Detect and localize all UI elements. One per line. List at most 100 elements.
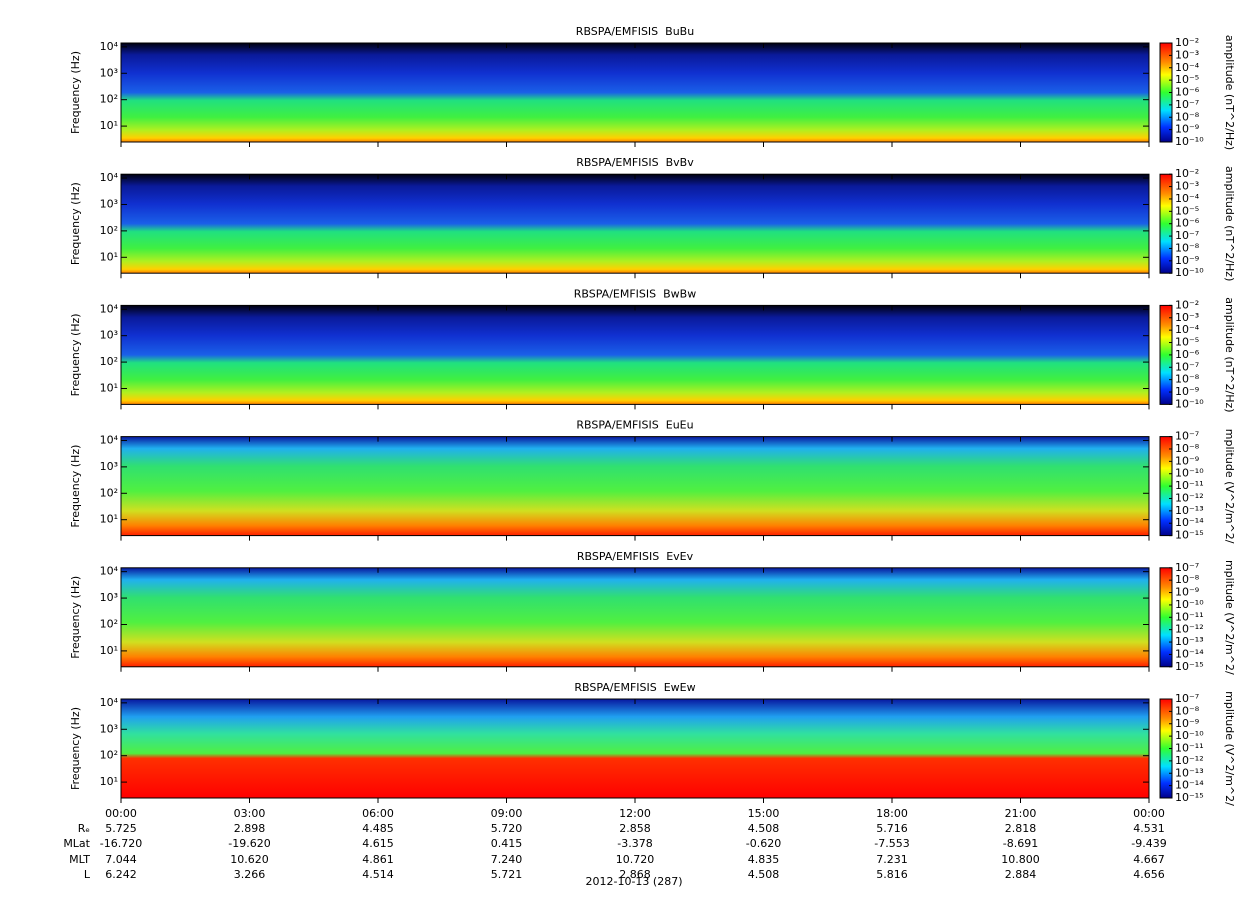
y-tick-label: 10³ (100, 66, 118, 79)
colorbar-tick-label: 10⁻⁶ (1175, 348, 1200, 361)
y-tick-label: 10⁴ (100, 565, 119, 578)
colorbar-tick-label: 10⁻¹² (1175, 491, 1204, 504)
ephemeris-value: 0.415 (491, 837, 523, 850)
colorbar-tick-label: 10⁻¹⁰ (1175, 729, 1204, 742)
y-tick-label: 10¹ (100, 775, 118, 788)
ephemeris-label: MLat (63, 837, 90, 850)
y-tick-label: 10⁴ (100, 171, 119, 184)
ephemeris-value: 5.816 (876, 868, 908, 881)
x-tick-label: 18:00 (876, 807, 908, 820)
panel-title: RBSPA/EMFISIS BvBv (576, 156, 694, 169)
y-tick-label: 10² (100, 355, 118, 368)
ephemeris-value: -0.620 (746, 837, 781, 850)
ephemeris-value: 4.835 (748, 853, 780, 866)
ephemeris-value: 4.485 (362, 822, 394, 835)
ephemeris-value: -8.691 (1003, 837, 1038, 850)
y-axis-label: Frequency (Hz) (69, 182, 82, 265)
colorbar-tick-label: 10⁻⁸ (1175, 373, 1200, 386)
panel-title: RBSPA/EMFISIS EwEw (574, 681, 695, 694)
ephemeris-value: 5.720 (491, 822, 523, 835)
y-tick-label: 10³ (100, 197, 118, 210)
y-tick-label: 10⁴ (100, 40, 119, 53)
colorbar-tick-label: 10⁻² (1175, 167, 1199, 180)
ephemeris-value: 7.240 (491, 853, 523, 866)
colorbar-tick-label: 10⁻³ (1175, 48, 1199, 61)
y-tick-label: 10¹ (100, 381, 118, 394)
colorbar-tick-label: 10⁻⁵ (1175, 204, 1199, 217)
colorbar-tick-label: 10⁻⁶ (1175, 86, 1200, 99)
colorbar-label: amplitude (nT^2/Hz) (1223, 35, 1236, 150)
colorbar-tick-label: 10⁻¹⁵ (1175, 529, 1204, 542)
colorbar-tick-label: 10⁻⁹ (1175, 123, 1199, 136)
y-tick-label: 10³ (100, 722, 118, 735)
panel-title: RBSPA/EMFISIS BuBu (576, 25, 694, 38)
colorbar-tick-label: 10⁻⁷ (1175, 692, 1199, 705)
ephemeris-value: 2.858 (619, 822, 651, 835)
ephemeris-value: 4.615 (362, 837, 394, 850)
colorbar-tick-label: 10⁻¹³ (1175, 635, 1204, 648)
ephemeris-value: 4.531 (1133, 822, 1165, 835)
ephemeris-value: 2.884 (1005, 868, 1037, 881)
y-tick-label: 10¹ (100, 250, 118, 263)
y-tick-label: 10³ (100, 591, 118, 604)
ephemeris-value: 4.508 (748, 868, 780, 881)
ephemeris-value: 5.725 (105, 822, 137, 835)
colorbar-tick-label: 10⁻¹⁴ (1175, 647, 1204, 660)
spectrogram-image (121, 305, 1149, 405)
x-tick-label: 00:00 (1133, 807, 1165, 820)
y-tick-label: 10¹ (100, 644, 118, 657)
colorbar-tick-label: 10⁻⁸ (1175, 704, 1200, 717)
ephemeris-value: 5.721 (491, 868, 523, 881)
colorbar-label: mplitude (V^2/m^2/ (1223, 560, 1236, 675)
colorbar-tick-label: 10⁻⁵ (1175, 336, 1199, 349)
colorbar-tick-label: 10⁻¹⁰ (1175, 598, 1204, 611)
ephemeris-value: 3.266 (234, 868, 266, 881)
colorbar-tick-label: 10⁻³ (1175, 180, 1199, 193)
ephemeris-label: Rₑ (78, 822, 90, 835)
colorbar-tick-label: 10⁻¹⁵ (1175, 660, 1204, 673)
date-label: 2012-10-13 (287) (585, 875, 682, 888)
colorbar-tick-label: 10⁻¹⁰ (1175, 397, 1204, 410)
y-tick-label: 10³ (100, 460, 118, 473)
ephemeris-value: -3.378 (617, 837, 652, 850)
colorbar-tick-label: 10⁻¹⁰ (1175, 266, 1204, 279)
ephemeris-value: 4.514 (362, 868, 394, 881)
ephemeris-value: 7.231 (876, 853, 908, 866)
ephemeris-value: -16.720 (100, 837, 142, 850)
colorbar-tick-label: 10⁻¹⁰ (1175, 135, 1204, 148)
ephemeris-value: 2.898 (234, 822, 266, 835)
x-tick-label: 12:00 (619, 807, 651, 820)
y-tick-label: 10¹ (100, 513, 118, 526)
y-axis-label: Frequency (Hz) (69, 576, 82, 659)
colorbar-tick-label: 10⁻⁸ (1175, 110, 1200, 123)
y-tick-label: 10¹ (100, 119, 118, 132)
ephemeris-label: L (84, 868, 91, 881)
ephemeris-value: 6.242 (105, 868, 137, 881)
ephemeris-value: 7.044 (105, 853, 137, 866)
y-axis-label: Frequency (Hz) (69, 51, 82, 134)
spectrogram-image (121, 436, 1149, 536)
x-tick-label: 15:00 (748, 807, 780, 820)
ephemeris-value: -9.439 (1131, 837, 1166, 850)
colorbar-tick-label: 10⁻¹² (1175, 623, 1204, 636)
colorbar-tick-label: 10⁻² (1175, 36, 1199, 49)
colorbar-tick-label: 10⁻⁷ (1175, 561, 1199, 574)
colorbar-tick-label: 10⁻¹³ (1175, 766, 1204, 779)
panel-title: RBSPA/EMFISIS BwBw (574, 287, 696, 300)
y-tick-label: 10⁴ (100, 302, 119, 315)
spectrogram-image (121, 699, 1149, 798)
colorbar-tick-label: 10⁻⁵ (1175, 73, 1199, 86)
y-tick-label: 10⁴ (100, 433, 119, 446)
ephemeris-value: 2.868 (619, 868, 651, 881)
y-tick-label: 10² (100, 224, 118, 237)
colorbar-tick-label: 10⁻⁷ (1175, 98, 1199, 111)
colorbar-tick-label: 10⁻⁴ (1175, 61, 1200, 74)
y-tick-label: 10² (100, 93, 118, 106)
colorbar-tick-label: 10⁻⁷ (1175, 229, 1199, 242)
x-tick-label: 09:00 (491, 807, 523, 820)
ephemeris-value: 10.620 (230, 853, 269, 866)
colorbar-tick-label: 10⁻¹⁰ (1175, 467, 1204, 480)
colorbar-tick-label: 10⁻⁷ (1175, 430, 1199, 443)
colorbar-tick-label: 10⁻⁹ (1175, 385, 1199, 398)
spectrogram-image (121, 567, 1149, 667)
